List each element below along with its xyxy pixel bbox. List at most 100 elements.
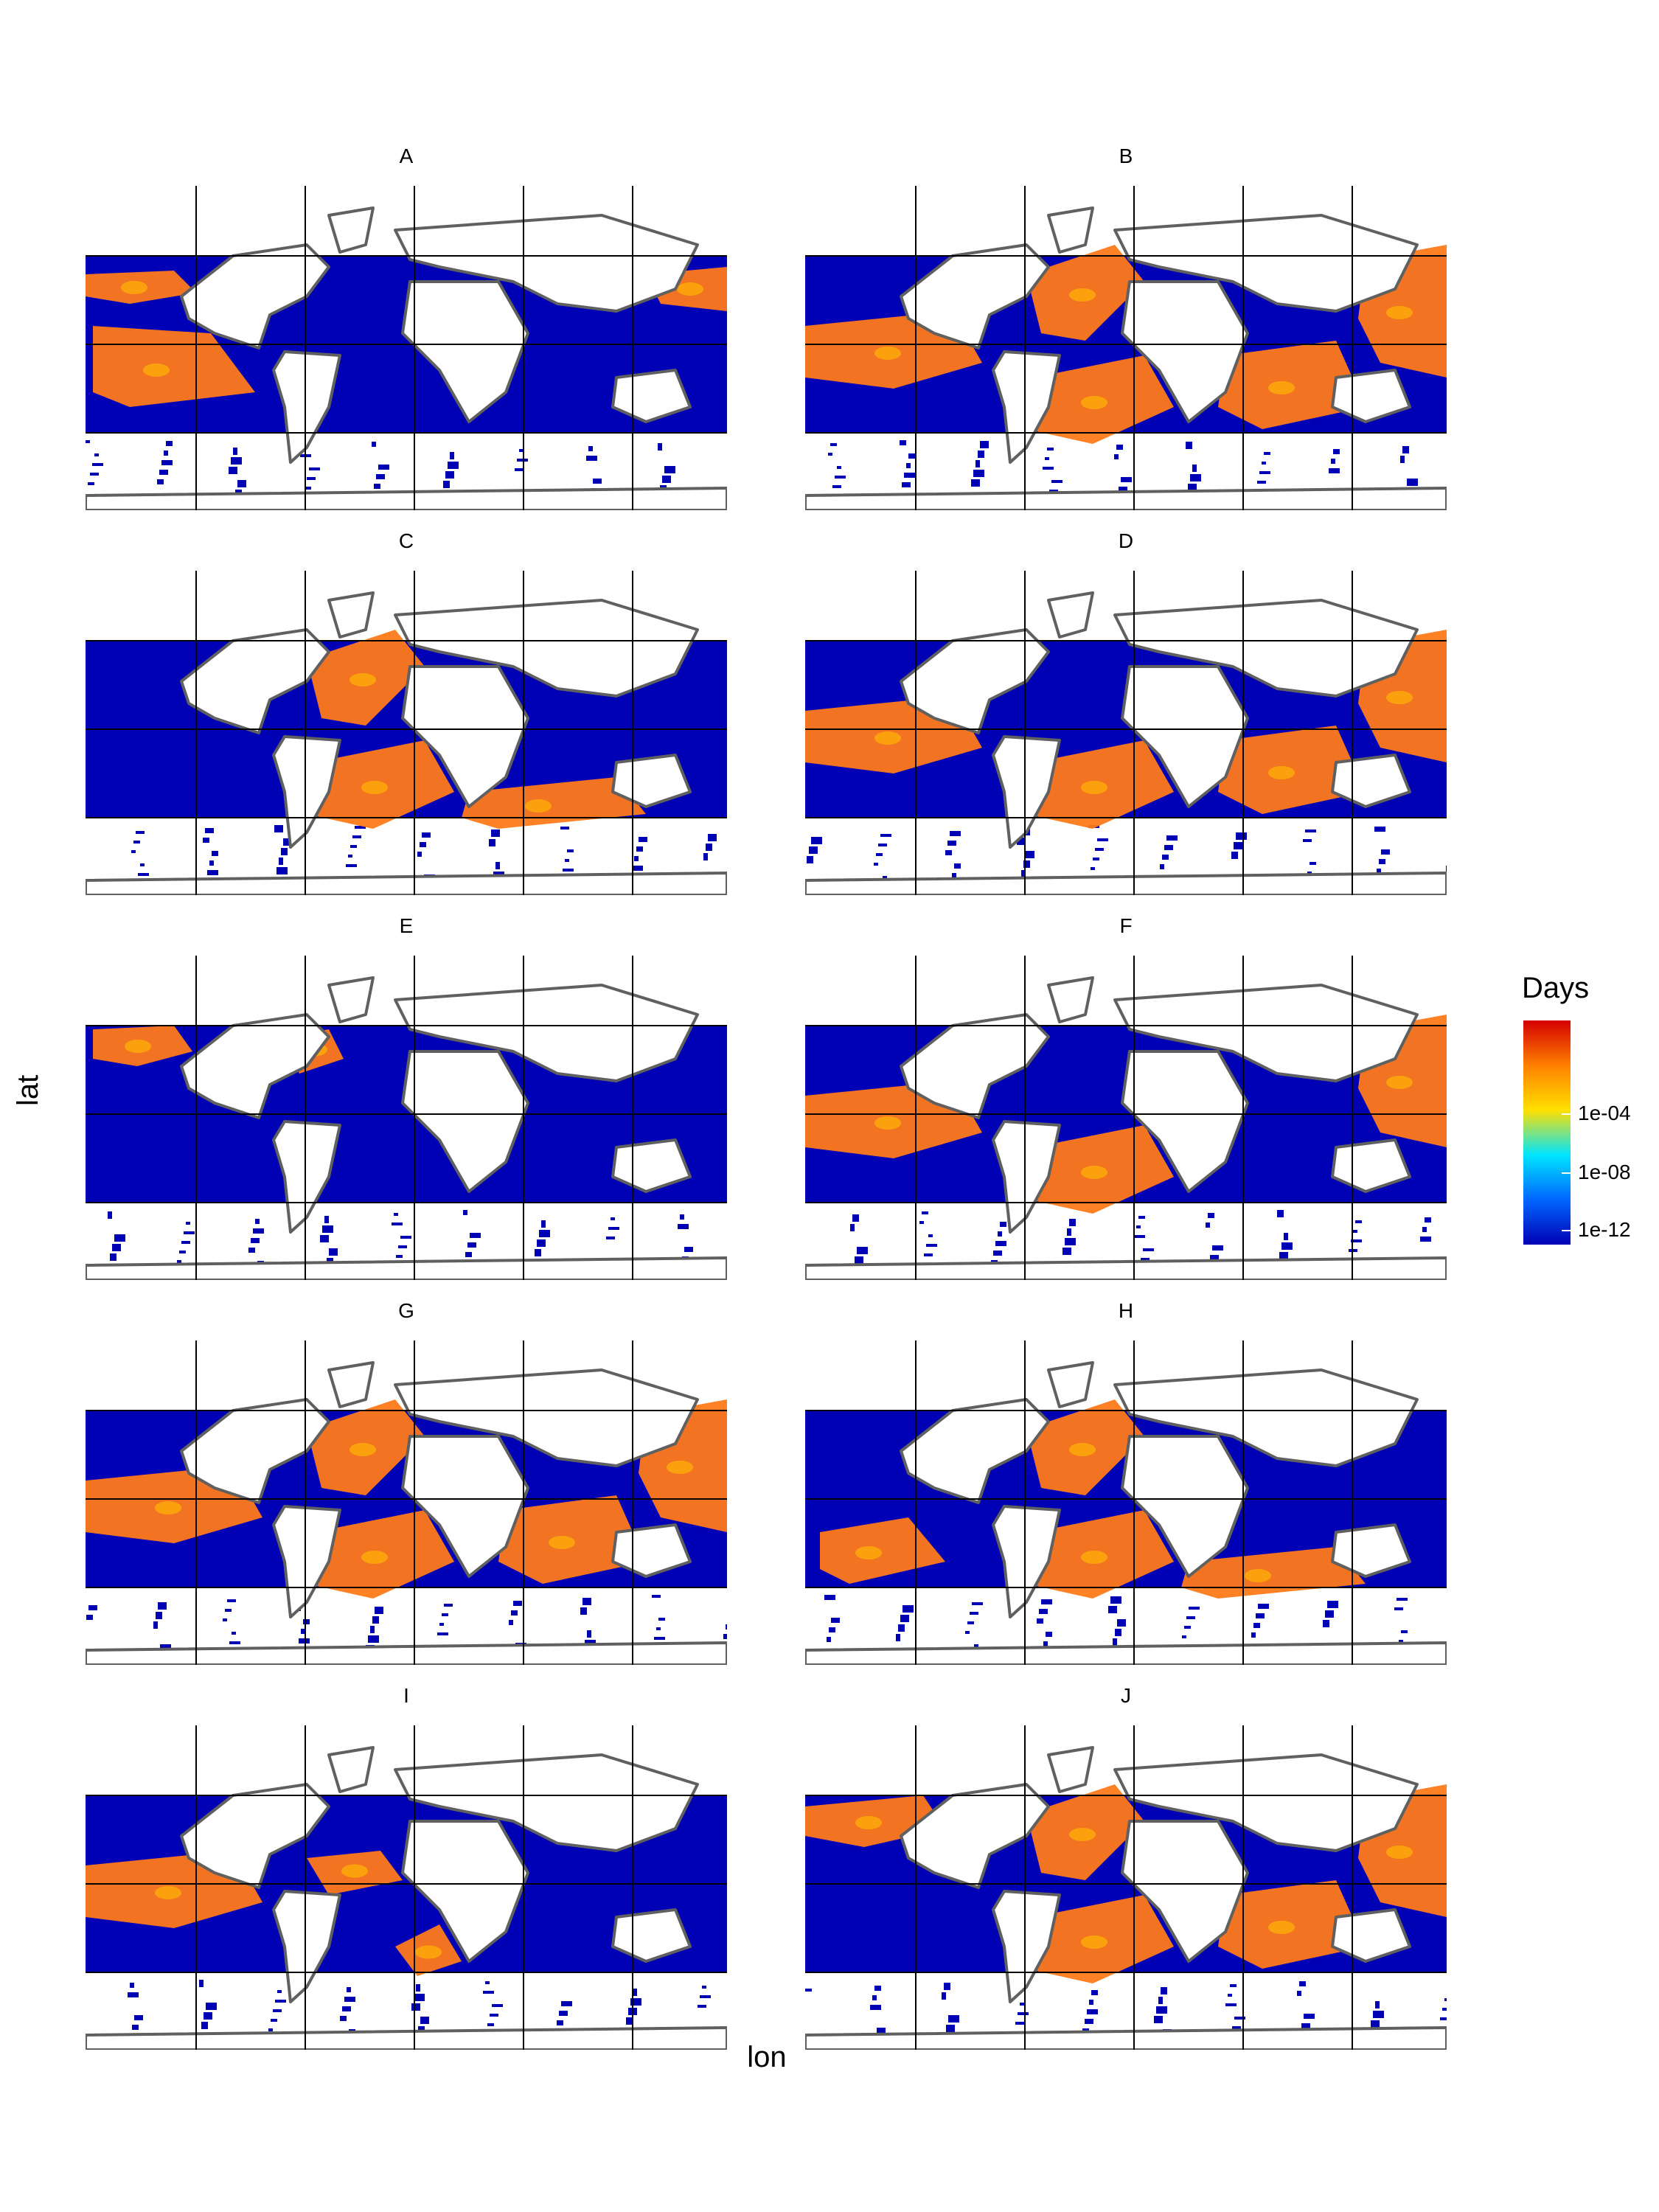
continent-outline [805,1256,1447,1280]
continent-outline [401,1435,529,1578]
ocean-speckle [372,1616,379,1624]
ocean-speckle [276,867,288,874]
ocean-speckle [1232,2026,1241,2029]
warm-region-core [361,781,388,794]
ocean-speckle [828,453,832,456]
ocean-speckle [537,1239,546,1247]
ocean-speckle [417,852,422,857]
ocean-speckle [205,828,214,833]
ocean-speckle [495,862,500,869]
warm-region-core [677,282,703,296]
ocean-speckle [954,863,961,869]
ocean-speckle [114,1234,125,1242]
ocean-speckle [1021,870,1026,877]
ocean-speckle [299,1638,310,1644]
ocean-speckle [723,1634,727,1639]
warm-region-core [1081,396,1107,409]
map-canvas [805,956,1447,1280]
ocean-speckle [1206,1222,1210,1228]
continent-outline [1113,1753,1419,1852]
ocean-speckle [1143,1248,1154,1251]
panel-title: C [398,529,414,552]
map-panel [805,186,1447,510]
ocean-speckle [1379,859,1385,864]
ocean-speckle [1399,1640,1403,1643]
ocean-speckle [1325,1610,1334,1618]
ocean-speckle [1138,1216,1145,1219]
warm-region-core [1069,288,1096,302]
ocean-speckle [1258,1604,1269,1609]
ocean-speckle [883,876,887,879]
ocean-speckle [656,1627,661,1630]
ocean-speckle [88,1605,97,1610]
continent-outline [86,1641,727,1665]
ocean-speckle [1108,1606,1117,1613]
ocean-speckle [902,482,911,487]
ocean-speckle [1020,2003,1024,2006]
ocean-speckle [658,443,662,451]
ocean-speckle [340,2016,347,2021]
ocean-speckle [378,465,389,470]
warm-region-core [1386,1076,1413,1089]
ocean-speckle [131,850,136,853]
ocean-speckle [1210,1255,1219,1260]
continent-outline [327,591,375,639]
ocean-speckle [420,2017,429,2024]
ocean-speckle [829,1627,835,1632]
warm-region-core [125,1040,151,1053]
ocean-speckle [1304,2014,1315,2019]
panel-title: H [1118,1299,1134,1322]
ocean-speckle [517,459,528,462]
ocean-speckle [450,452,454,459]
ocean-speckle [898,1624,905,1632]
ocean-speckle [1110,1596,1121,1604]
ocean-speckle [1097,838,1108,841]
ocean-speckle [1281,1242,1293,1250]
ocean-speckle [580,1607,587,1615]
ocean-speckle [1212,1245,1223,1251]
ocean-speckle [1043,467,1054,470]
continent-outline [272,350,341,464]
ocean-speckle [952,873,956,878]
ocean-speckle [1113,1638,1117,1646]
ocean-speckle [248,1248,255,1253]
continent-outline [394,214,699,313]
map-canvas [805,571,1447,895]
map-panel [86,571,727,895]
continent-outline [1113,984,1419,1082]
ocean-speckle [1257,481,1266,484]
ocean-speckle [1017,838,1026,845]
ocean-speckle [1407,479,1418,486]
ocean-speckle [1371,2020,1380,2028]
map-panel [805,571,1447,895]
continent-outline [180,243,330,349]
ocean-speckle [1015,2022,1024,2025]
ocean-speckle [662,476,671,483]
ocean-speckle [443,481,450,488]
ocean-speckle [1259,471,1270,474]
continent-outline [1047,591,1094,639]
ocean-speckle [203,838,209,843]
ocean-speckle [880,834,891,837]
continent-outline [1121,665,1249,808]
warm-region-core [525,799,552,813]
ocean-speckle [1375,2001,1380,2008]
ocean-speckle [153,1621,158,1629]
ocean-speckle [1256,1613,1265,1618]
ocean-speckle [130,1983,134,1988]
ocean-speckle [350,845,357,848]
ocean-speckle [919,1221,924,1224]
map-panel [86,1340,727,1665]
ocean-speckle [1208,1213,1214,1218]
ocean-speckle [86,1615,93,1620]
ocean-speckle [1440,2017,1447,2020]
ocean-speckle [608,1227,619,1230]
continent-outline [180,628,330,734]
ocean-speckle [271,2019,277,2022]
ocean-speckle [201,2022,208,2029]
ocean-speckle [587,1630,591,1638]
ocean-speckle [702,1986,706,1989]
continent-outline [327,976,375,1023]
panel-title: J [1121,1684,1131,1707]
warm-region-core [1081,1166,1107,1179]
